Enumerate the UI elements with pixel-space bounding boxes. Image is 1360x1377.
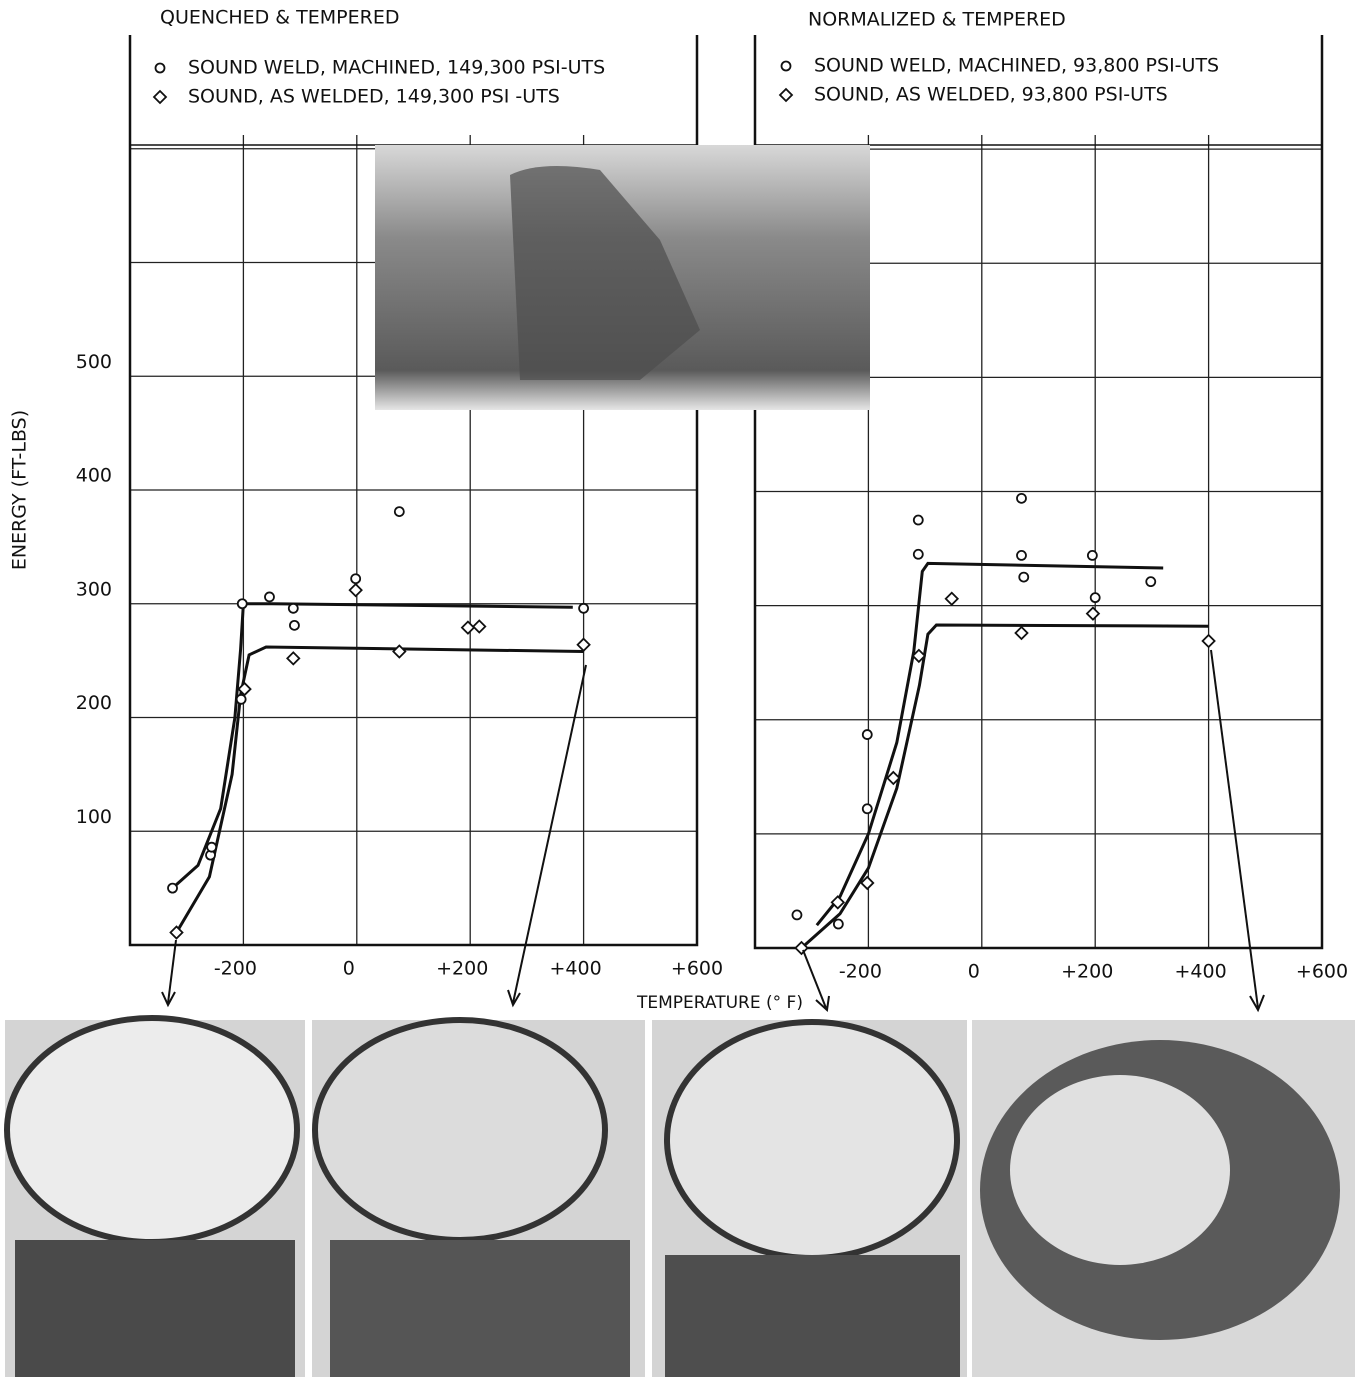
circle-marker <box>579 604 588 613</box>
circle-marker <box>237 695 246 704</box>
y-tick-label: 500 <box>76 351 112 373</box>
fit-curve <box>802 625 1209 948</box>
x-tick-label: 0 <box>343 958 355 980</box>
x-axis-label: TEMPERATURE (° F) <box>636 993 803 1013</box>
diamond-marker <box>1015 627 1027 639</box>
figure: 100 200 300 400 500 -200 0 +200 +400 +600 SOUND WE… <box>0 0 1360 1377</box>
circle-marker <box>834 920 843 929</box>
fracture-face <box>667 1022 957 1258</box>
arrows <box>162 650 1264 1010</box>
fracture-face <box>315 1020 605 1240</box>
legend-label: SOUND WELD, MACHINED, 149,300 PSI-UTS <box>188 57 605 79</box>
legend-label: SOUND, AS WELDED, 149,300 PSI -UTS <box>188 86 560 108</box>
arrow <box>803 950 826 1008</box>
legend-label: SOUND, AS WELDED, 93,800 PSI-UTS <box>814 84 1168 106</box>
circle-marker <box>914 550 923 559</box>
circle-marker <box>792 910 801 919</box>
y-tick-label: 100 <box>76 806 112 828</box>
circle-marker <box>156 64 165 73</box>
x-tick-label: +600 <box>671 958 723 980</box>
x-tick-label: +200 <box>1061 961 1113 983</box>
fit-curve <box>173 604 573 888</box>
diamond-marker <box>462 622 474 634</box>
circle-marker <box>1017 494 1026 503</box>
circle-marker <box>351 574 360 583</box>
circle-marker <box>265 592 274 601</box>
chart-title: QUENCHED & TEMPERED <box>160 7 399 29</box>
circle-marker <box>289 604 298 613</box>
y-tick-label: 300 <box>76 578 112 600</box>
circle-marker <box>1019 573 1028 582</box>
x-tick-label: +400 <box>550 958 602 980</box>
photographs <box>5 145 1355 1377</box>
circle-marker <box>395 507 404 516</box>
page: 100 200 300 400 500 -200 0 +200 +400 +600 SOUND WE… <box>0 0 1360 1377</box>
x-tick-label: +400 <box>1175 961 1227 983</box>
specimen-body <box>665 1255 960 1377</box>
diamond-marker <box>473 621 485 633</box>
x-tick-label: +200 <box>436 958 488 980</box>
circle-marker <box>1088 551 1097 560</box>
x-tick-label: -200 <box>839 961 882 983</box>
y-tick-label: 400 <box>76 465 112 487</box>
specimen-body <box>15 1240 295 1377</box>
circle-marker <box>238 599 247 608</box>
circle-marker <box>863 804 872 813</box>
specimen-body <box>330 1240 630 1377</box>
diamond-marker <box>350 584 362 596</box>
circle-marker <box>914 516 923 525</box>
x-tick-label: -200 <box>214 958 257 980</box>
legend-label: SOUND WELD, MACHINED, 93,800 PSI-UTS <box>814 55 1219 77</box>
circle-marker <box>168 884 177 893</box>
fracture-face <box>1010 1075 1230 1265</box>
circle-marker <box>1017 551 1026 560</box>
diamond-marker <box>780 89 792 101</box>
diamond-marker <box>1203 635 1215 647</box>
y-tick-label: 200 <box>76 692 112 714</box>
x-tick-label: 0 <box>968 961 980 983</box>
diamond-marker <box>393 646 405 658</box>
circle-marker <box>207 843 216 852</box>
y-axis-label: ENERGY (FT-LBS) <box>9 410 31 570</box>
x-tick-label: +600 <box>1296 961 1348 983</box>
circle-marker <box>782 62 791 71</box>
diamond-marker <box>578 639 590 651</box>
arrow <box>1211 650 1258 1008</box>
diamond-marker <box>287 652 299 664</box>
circle-marker <box>863 730 872 739</box>
diamond-marker <box>154 91 166 103</box>
diamond-marker <box>946 593 958 605</box>
arrow <box>513 665 586 1003</box>
diamond-marker <box>1087 608 1099 620</box>
circle-marker <box>1091 593 1100 602</box>
fracture-face <box>7 1018 297 1242</box>
circle-marker <box>290 621 299 630</box>
circle-marker <box>1146 577 1155 586</box>
chart-title: NORMALIZED & TEMPERED <box>808 9 1066 31</box>
